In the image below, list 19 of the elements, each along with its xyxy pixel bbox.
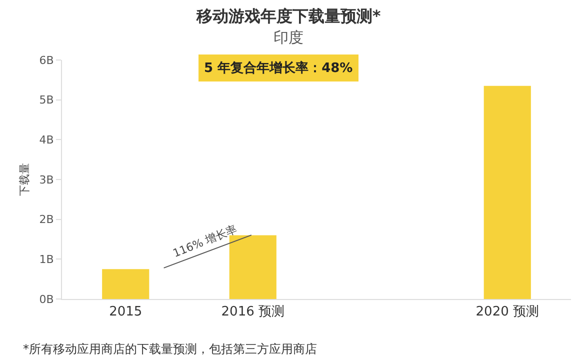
y-tick-label: 0B [39,292,54,306]
x-tick-label: 2015 [109,304,142,320]
bar [102,269,150,299]
x-tick-label: 2016 预测 [221,304,284,320]
y-tick-label: 5B [39,94,54,107]
bar [229,235,276,299]
annotation: 116% 增长率 [171,222,239,260]
y-tick-label: 4B [39,134,54,147]
x-tick-label: 2020 预测 [476,304,539,320]
annotation: 5 年复合年增长率：48% [204,60,353,76]
y-tick-label: 3B [39,173,54,186]
text: *所有移动应用商店的下载量预测，包括第三方应用商店 [23,342,317,356]
bar [484,86,531,299]
chart-subtitle: 印度 [274,28,304,46]
chart-title: 移动游戏年度下载量预测* [195,6,382,26]
y-tick-label: 6B [39,54,54,67]
y-tick-label: 2B [39,213,54,226]
y-tick-label: 1B [39,253,54,266]
y-axis-title: 下载量 [18,163,31,196]
